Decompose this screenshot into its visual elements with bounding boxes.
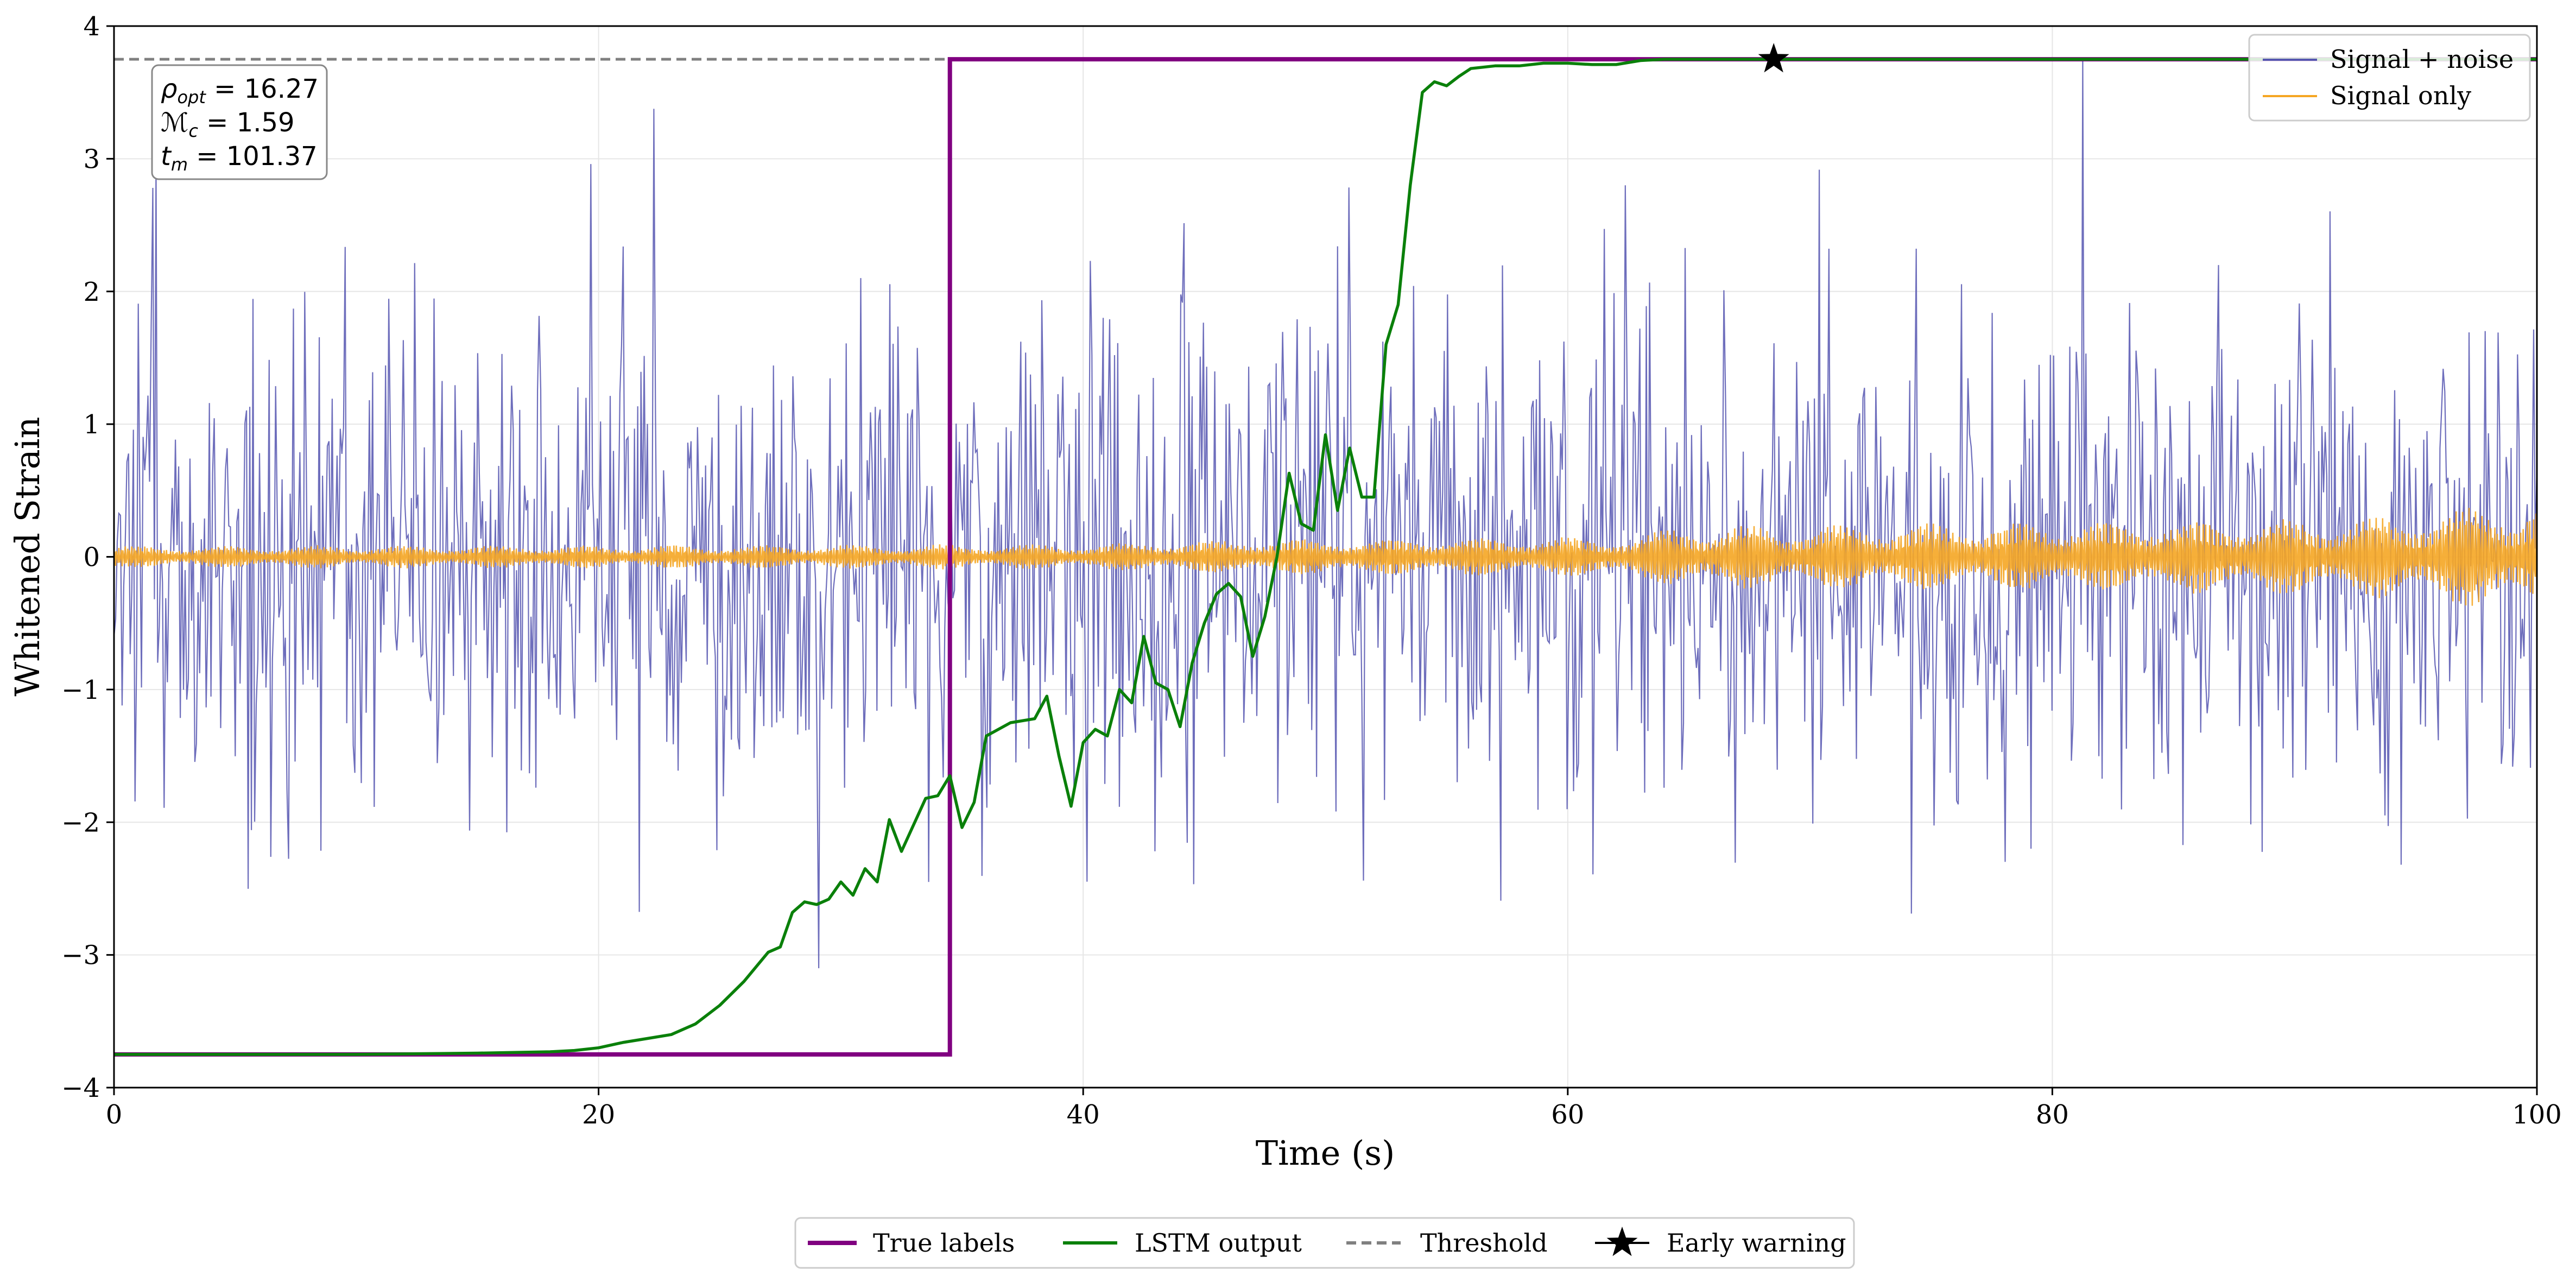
x-tick-label: 40 xyxy=(1067,1100,1100,1130)
x-axis-label: Time (s) xyxy=(1256,1133,1395,1173)
axis-ticks: 0 20 40 60 80 100 −4 −3 −2 −1 0 1 2 3 4 xyxy=(61,11,2562,1130)
series-signal-only xyxy=(114,508,2537,606)
legend-lower-box xyxy=(794,1217,1855,1269)
legend-label-threshold: Threshold xyxy=(1420,1228,1548,1258)
series-lstm-output xyxy=(114,58,2537,1056)
series-signal-noise xyxy=(114,57,2537,969)
y-tick-label: −3 xyxy=(61,940,100,971)
y-tick-label: 4 xyxy=(83,11,100,42)
y-axis-label: Whitened Strain xyxy=(8,417,47,697)
legend-label-signal-only: Signal only xyxy=(2330,81,2471,110)
legend-upper: Signal + noise Signal only xyxy=(2248,34,2531,122)
parameter-annotation: ρopt = 16.27 ℳc = 1.59 tm = 101.37 xyxy=(151,64,328,180)
legend-label-lstm-output: LSTM output xyxy=(1135,1228,1302,1258)
y-tick-label: −2 xyxy=(61,807,100,838)
legend-label-early-warning: Early warning xyxy=(1667,1228,1846,1258)
y-tick-label: 1 xyxy=(83,409,100,440)
y-tick-label: −4 xyxy=(61,1073,100,1103)
x-tick-label: 0 xyxy=(106,1100,123,1130)
plot-area xyxy=(114,57,2537,1057)
y-tick-label: −1 xyxy=(61,675,100,705)
legend-upper-box xyxy=(2248,34,2531,122)
annotation-merger-time: tm = 101.37 xyxy=(161,141,318,175)
legend-lower: True labels LSTM output Threshold Early … xyxy=(794,1217,1855,1269)
x-tick-label: 80 xyxy=(2036,1100,2069,1130)
y-tick-label: 2 xyxy=(83,277,100,307)
annotation-rho-opt: ρopt = 16.27 xyxy=(161,74,319,108)
annotation-box xyxy=(151,64,328,180)
y-tick-label: 0 xyxy=(83,542,100,573)
annotation-chirp-mass: ℳc = 1.59 xyxy=(161,108,295,141)
x-tick-label: 60 xyxy=(1551,1100,1584,1130)
x-tick-label: 100 xyxy=(2512,1100,2562,1130)
legend-label-true-labels: True labels xyxy=(873,1228,1015,1258)
legend-label-signal-noise: Signal + noise xyxy=(2330,45,2514,74)
x-tick-label: 20 xyxy=(582,1100,615,1130)
legend-swatch-early-warning-star xyxy=(1606,1227,1638,1256)
y-tick-label: 3 xyxy=(83,144,100,174)
early-warning-marker xyxy=(1758,43,1789,73)
